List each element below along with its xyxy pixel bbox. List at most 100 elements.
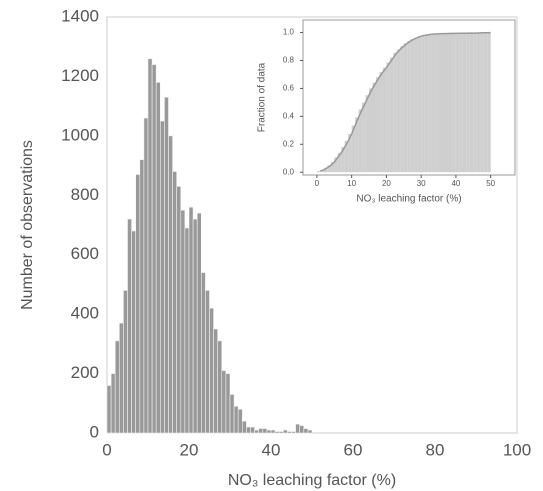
- histogram-bar: [476, 32, 481, 173]
- histogram-bar: [480, 32, 484, 173]
- histogram-bar: [469, 33, 474, 173]
- histogram-bar: [341, 147, 345, 173]
- y-tick-label: 200: [71, 363, 99, 382]
- y-tick-label: 1400: [61, 6, 99, 25]
- histogram-bar: [278, 431, 284, 434]
- histogram-bar: [365, 95, 370, 173]
- x-axis-label: NO₃ leaching factor (%): [356, 194, 461, 205]
- histogram-bar: [164, 96, 169, 434]
- histogram-bar: [407, 40, 411, 173]
- histogram-bar: [225, 373, 231, 434]
- histogram-bar: [330, 162, 335, 173]
- histogram-bar: [233, 405, 239, 434]
- y-tick-label: 0.0: [283, 167, 295, 176]
- y-tick-label: 0.4: [283, 111, 295, 120]
- histogram-bar: [254, 429, 260, 434]
- histogram-bar: [184, 227, 190, 434]
- histogram-bar: [168, 135, 173, 434]
- y-tick-label: 1200: [61, 66, 99, 85]
- histogram-bar: [209, 307, 214, 434]
- histogram-bar: [266, 429, 272, 434]
- histogram-bar: [143, 117, 149, 434]
- x-tick-label: 30: [417, 179, 426, 188]
- y-tick-label: 600: [71, 244, 99, 263]
- histogram-bar: [323, 167, 328, 173]
- histogram-bar: [270, 429, 276, 434]
- histogram-bar: [403, 43, 408, 173]
- histogram-bar: [147, 58, 153, 434]
- histogram-bar: [417, 36, 422, 173]
- histogram-bar: [217, 340, 223, 434]
- histogram-bar: [375, 77, 380, 173]
- histogram-bar: [221, 370, 227, 434]
- histogram-bar: [414, 37, 418, 173]
- histogram-bar: [172, 171, 178, 434]
- histogram-bar: [428, 34, 432, 173]
- x-tick-label: 20: [180, 440, 199, 459]
- histogram-bar: [258, 428, 264, 434]
- histogram-bar: [135, 174, 141, 434]
- histogram-bar: [188, 206, 194, 434]
- histogram-bar: [455, 33, 460, 173]
- histogram-bar: [192, 218, 198, 434]
- histogram-bar: [151, 64, 157, 434]
- histogram-bar: [229, 394, 235, 434]
- y-tick-label: 800: [71, 185, 99, 204]
- histogram-bar: [327, 165, 331, 173]
- histogram-bar: [424, 34, 429, 173]
- histogram-bar: [119, 322, 124, 434]
- y-tick-label: 1.0: [283, 28, 295, 37]
- x-tick-label: 40: [451, 179, 460, 188]
- y-axis-label: Fraction of data: [257, 62, 268, 132]
- histogram-bar: [372, 82, 376, 173]
- histogram-bar: [355, 117, 359, 173]
- histogram-bar: [389, 57, 394, 173]
- x-tick-label: 80: [426, 440, 445, 459]
- x-axis-label: NO₃ leaching factor (%): [228, 472, 396, 489]
- histogram-bar: [459, 33, 463, 173]
- histogram-bar: [299, 425, 305, 434]
- histogram-bar: [201, 272, 206, 434]
- histogram-bar: [155, 82, 161, 434]
- y-tick-label: 0.6: [283, 84, 295, 93]
- histogram-bar: [369, 88, 373, 173]
- histogram-bar: [307, 429, 313, 434]
- histogram-bar: [337, 152, 342, 173]
- histogram-bar: [466, 33, 470, 173]
- histogram-bar: [448, 33, 453, 173]
- histogram-bar: [334, 157, 338, 173]
- histogram-bar: [442, 33, 446, 173]
- histogram-bar: [176, 186, 182, 434]
- histogram-bar: [180, 209, 186, 434]
- x-tick-label: 10: [347, 179, 356, 188]
- x-tick-label: 60: [344, 440, 363, 459]
- histogram-bar: [110, 373, 116, 434]
- histogram-bar: [435, 33, 439, 173]
- histogram-bar: [131, 230, 137, 434]
- histogram-bar: [213, 328, 219, 434]
- histogram-bar: [196, 212, 202, 434]
- y-tick-label: 1000: [61, 125, 99, 144]
- histogram-bar: [382, 67, 387, 173]
- x-tick-label: 40: [262, 440, 281, 459]
- histogram-bar: [400, 46, 404, 173]
- histogram-bar: [262, 428, 268, 434]
- histogram-bar: [205, 290, 210, 434]
- histogram-bar: [421, 35, 425, 173]
- histogram-bar: [160, 120, 165, 434]
- histogram-bar: [139, 159, 145, 434]
- histogram-bar: [242, 420, 247, 434]
- y-axis-label: Number of observations: [19, 140, 36, 310]
- histogram-bar: [295, 423, 301, 434]
- histogram-bar: [473, 33, 477, 173]
- histogram-bar: [291, 431, 296, 434]
- histogram-bar: [351, 125, 356, 173]
- histogram-bar: [393, 52, 397, 173]
- histogram-bar: [287, 431, 292, 434]
- histogram-bar: [438, 33, 443, 173]
- histogram-bar: [431, 33, 436, 173]
- y-tick-label: 0.8: [283, 56, 295, 65]
- x-tick-label: 100: [503, 440, 531, 459]
- histogram-bar: [487, 32, 491, 173]
